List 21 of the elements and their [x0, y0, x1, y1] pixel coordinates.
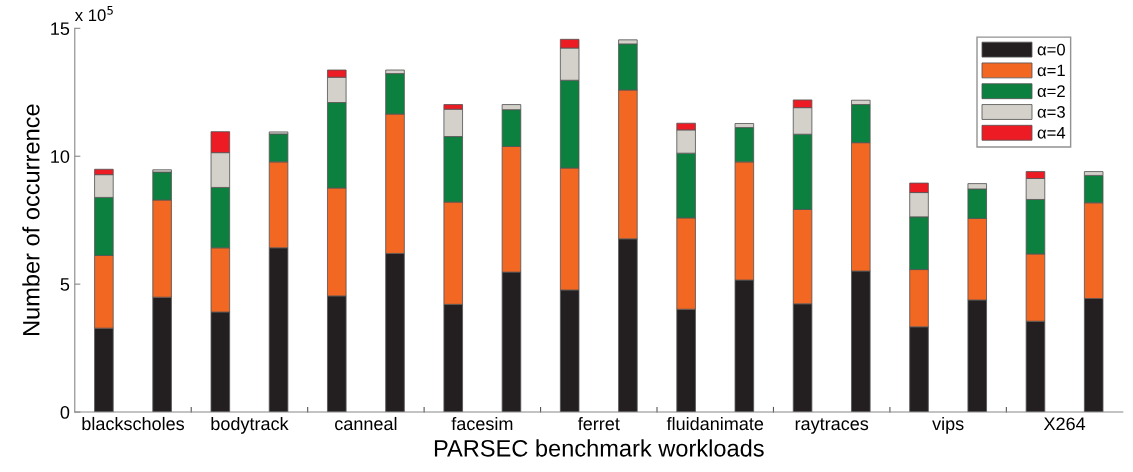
- y-tick-label: 10: [51, 150, 70, 163]
- x-tick-label: raytraces: [795, 418, 869, 434]
- legend-label: α=3: [1037, 106, 1065, 118]
- x-tick-label: ferret: [577, 416, 620, 431]
- x-tick-label: canneal: [335, 416, 397, 431]
- x-tick-label: facesim: [451, 416, 513, 431]
- y-axis-title: Number of occurrence: [22, 104, 40, 336]
- y-tick-label: 0: [60, 405, 70, 419]
- y-tick-label: 15: [51, 22, 70, 36]
- text: x 10$^{5}$: [74, 6, 113, 22]
- x-tick-label: fluidanimate: [666, 416, 764, 431]
- x-tick-label: vips: [932, 416, 964, 434]
- x-tick-label: bodytrack: [211, 416, 289, 434]
- legend-label: α=2: [1037, 85, 1065, 98]
- x-axis-title: PARSEC benchmark workloads: [434, 439, 764, 457]
- legend-label: α=1: [1037, 64, 1065, 77]
- legend-label: α=4: [1037, 127, 1066, 139]
- x-tick-label: X264: [1043, 417, 1086, 431]
- y-tick-label: 5: [60, 278, 70, 291]
- x-tick-label: blackscholes: [82, 416, 185, 431]
- legend-label: α=0: [1037, 43, 1065, 56]
